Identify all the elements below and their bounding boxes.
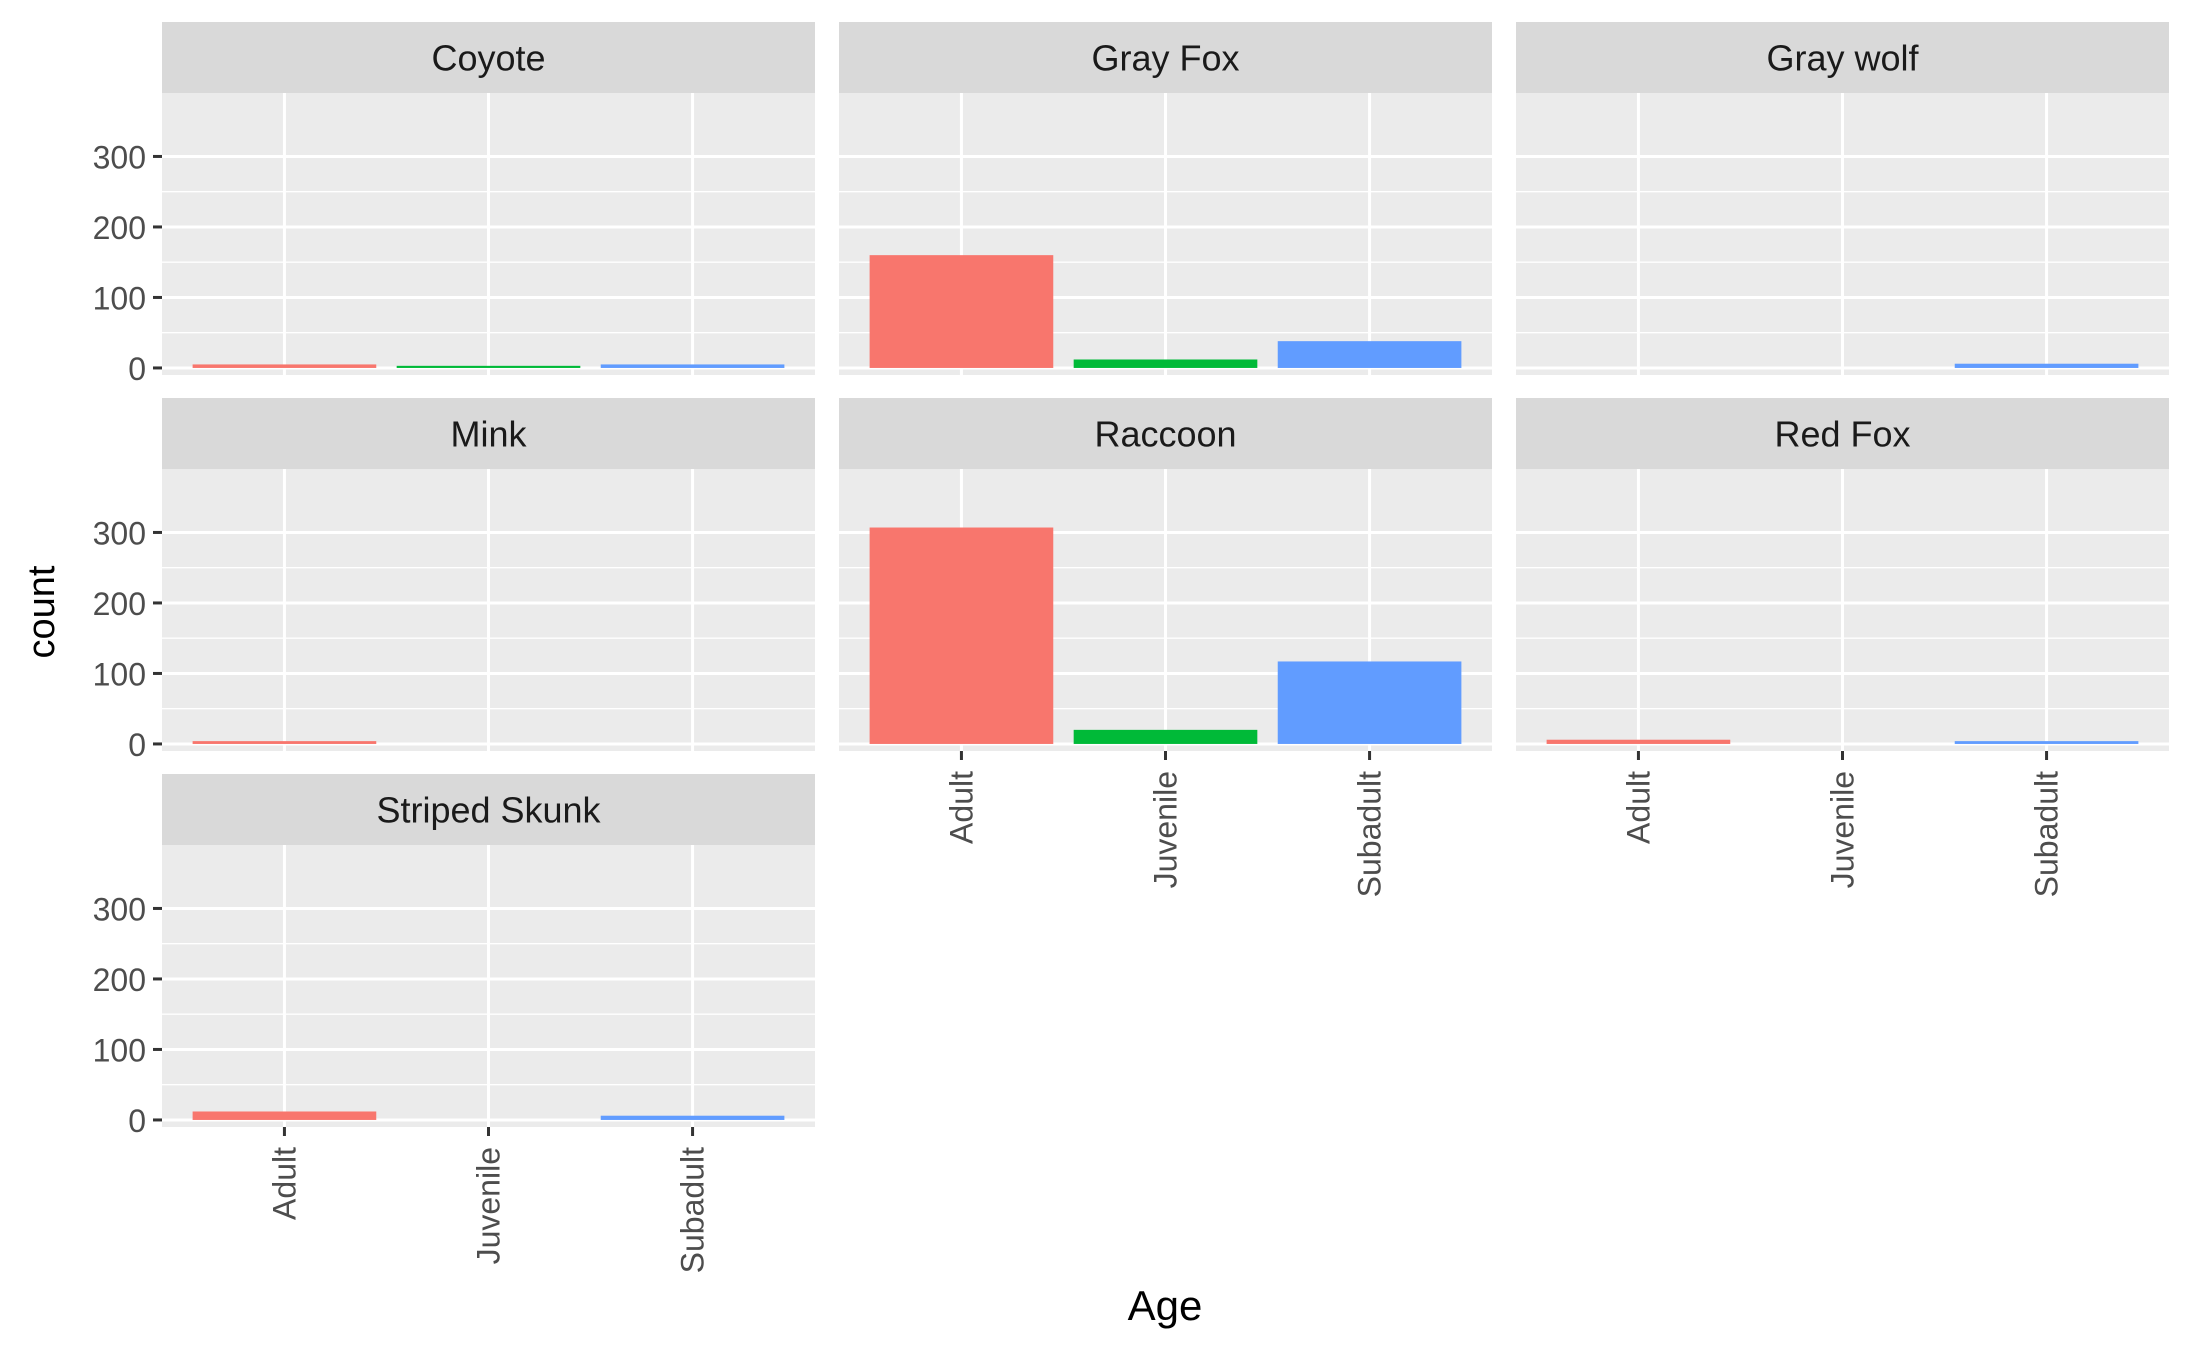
bar-raccoon-juvenile xyxy=(1073,729,1258,744)
facet-strip-raccoon xyxy=(839,398,1492,469)
facet-title-coyote: Coyote xyxy=(431,38,545,79)
x-tick-label: Juvenile xyxy=(1825,771,1861,888)
bar-gray-fox-adult xyxy=(869,255,1054,368)
y-tick-label: 200 xyxy=(93,586,146,622)
x-tick-label: Subadult xyxy=(675,1147,711,1273)
y-tick-label: 0 xyxy=(128,1103,146,1139)
facet-strip-coyote xyxy=(162,22,815,93)
x-tick-label: Subadult xyxy=(2029,771,2065,897)
y-tick-label: 100 xyxy=(93,280,146,316)
y-tick-label: 100 xyxy=(93,656,146,692)
bar-coyote-juvenile xyxy=(396,365,581,368)
bar-red-fox-subadult xyxy=(1954,741,2139,744)
facet-gray-fox: Gray Fox xyxy=(839,22,1492,375)
y-tick-label: 300 xyxy=(93,891,146,927)
facet-title-striped-skunk: Striped Skunk xyxy=(376,790,601,831)
facet-strip-gray-fox xyxy=(839,22,1492,93)
facet-title-mink: Mink xyxy=(450,414,527,455)
y-axis-label: count xyxy=(21,565,63,658)
bar-coyote-adult xyxy=(192,364,377,368)
facet-strip-red-fox xyxy=(1516,398,2169,469)
facet-raccoon: Raccoon Adult Juvenile Subadult xyxy=(839,398,1492,897)
facet-title-gray-fox: Gray Fox xyxy=(1091,38,1239,79)
x-tick-label: Adult xyxy=(1620,771,1656,844)
y-tick-label: 200 xyxy=(93,962,146,998)
bar-gray-fox-juvenile xyxy=(1073,359,1258,368)
bar-mink-adult xyxy=(192,741,377,744)
bar-raccoon-subadult xyxy=(1277,661,1462,744)
facet-striped-skunk: Striped Skunk 0 100 200 300 Adult Juvenile Suba… xyxy=(93,774,815,1273)
facet-red-fox: Red Fox Adult Juvenile Subadult xyxy=(1516,398,2169,897)
facet-title-raccoon: Raccoon xyxy=(1094,414,1236,455)
y-tick-label: 300 xyxy=(93,515,146,551)
bar-gray-wolf-subadult xyxy=(1954,363,2139,368)
y-tick-label: 100 xyxy=(93,1032,146,1068)
facet-mink: Mink 0 100 200 300 xyxy=(93,398,815,763)
y-tick-label: 300 xyxy=(93,139,146,175)
facet-title-gray-wolf: Gray wolf xyxy=(1766,38,1919,79)
bar-red-fox-adult xyxy=(1546,739,1731,744)
x-tick-label: Adult xyxy=(266,1147,302,1220)
x-axis-label: Age xyxy=(1128,1282,1203,1329)
facet-strip-gray-wolf xyxy=(1516,22,2169,93)
x-tick-label: Adult xyxy=(943,771,979,844)
y-tick-label: 0 xyxy=(128,351,146,387)
bar-striped-skunk-adult xyxy=(192,1111,377,1120)
x-tick-label: Subadult xyxy=(1352,771,1388,897)
bar-striped-skunk-subadult xyxy=(600,1115,785,1120)
facet-gray-wolf: Gray wolf xyxy=(1516,22,2169,375)
facet-coyote: Coyote 0 100 200 300 xyxy=(93,22,815,387)
x-tick-label: Juvenile xyxy=(1148,771,1184,888)
y-tick-label: 0 xyxy=(128,727,146,763)
bar-raccoon-adult xyxy=(869,527,1054,744)
facet-strip-mink xyxy=(162,398,815,469)
bar-coyote-subadult xyxy=(600,364,785,368)
x-tick-label: Juvenile xyxy=(471,1147,507,1264)
facet-title-red-fox: Red Fox xyxy=(1774,414,1910,455)
facet-strip-striped-skunk xyxy=(162,774,815,845)
y-tick-label: 200 xyxy=(93,210,146,246)
bar-gray-fox-subadult xyxy=(1277,341,1462,368)
